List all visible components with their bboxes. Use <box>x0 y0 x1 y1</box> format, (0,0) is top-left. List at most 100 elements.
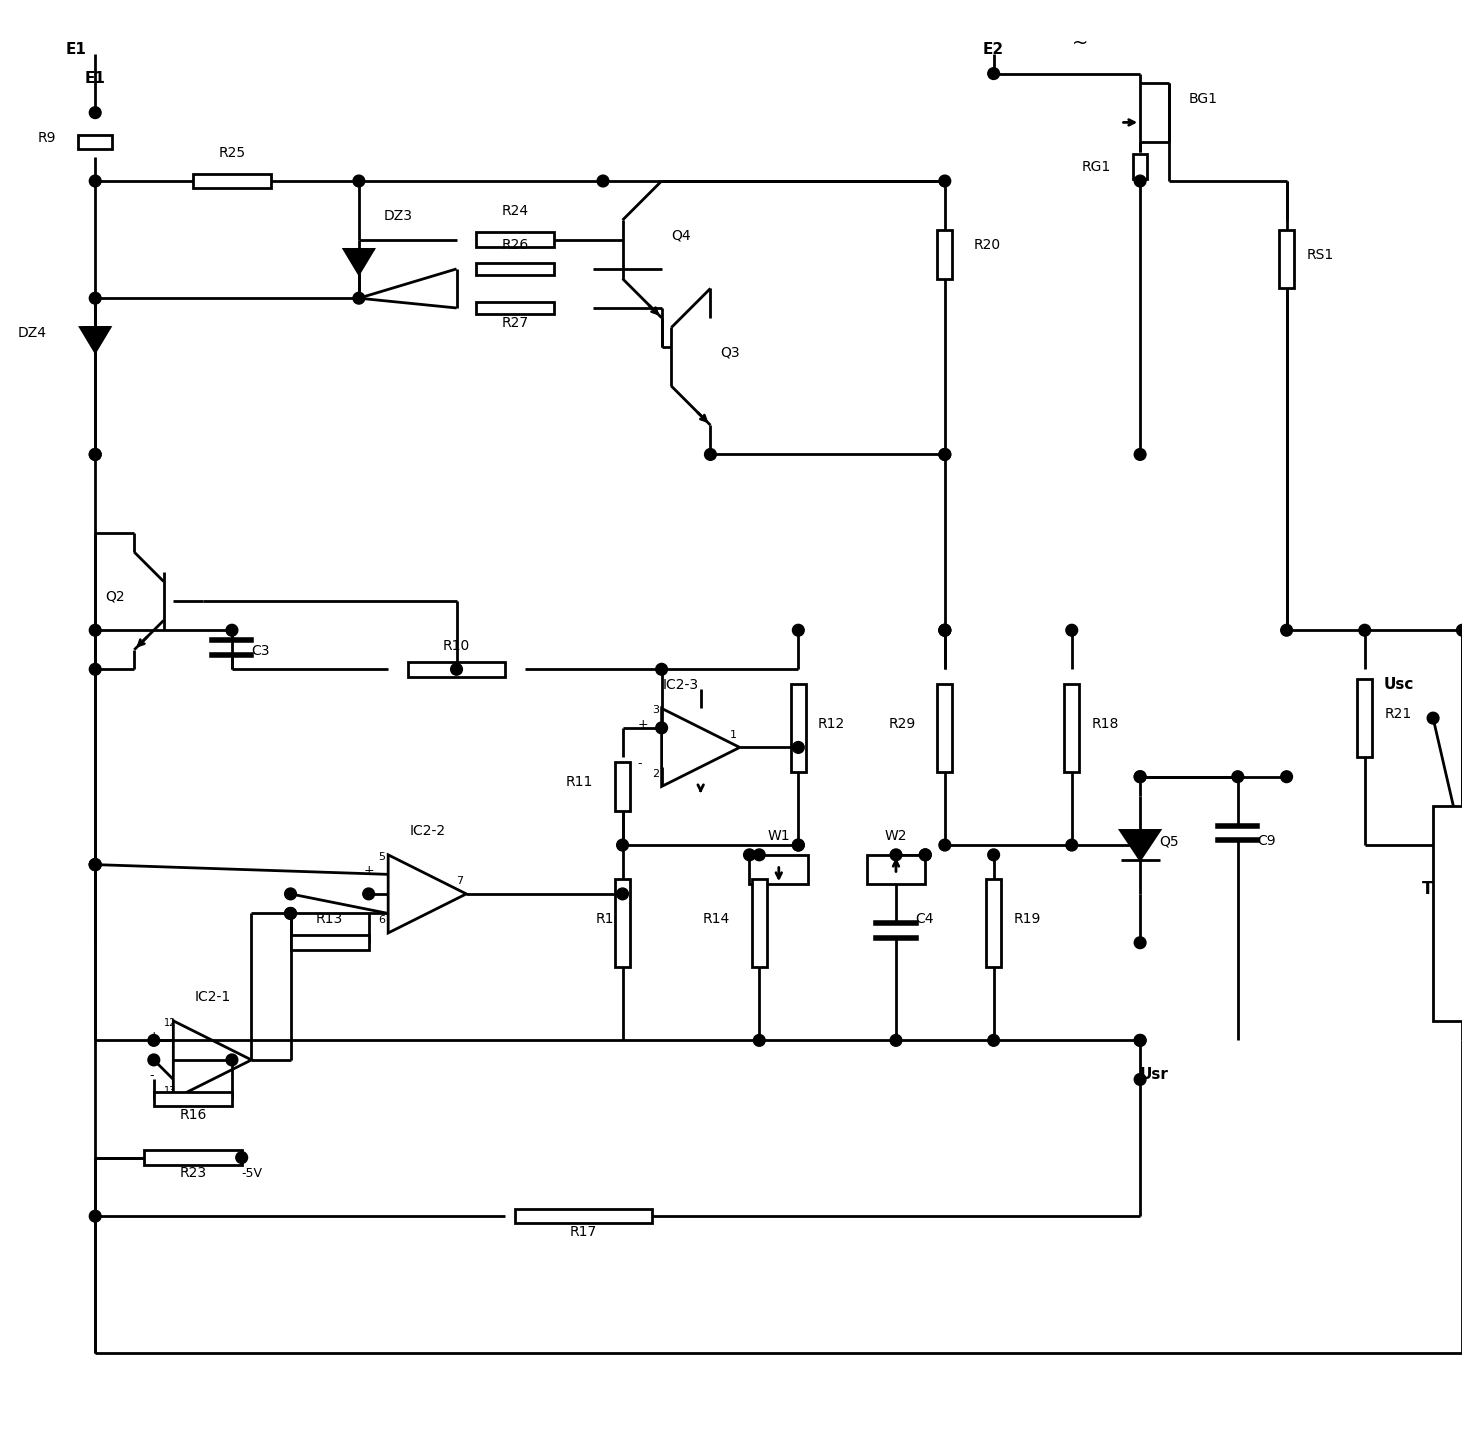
Circle shape <box>285 908 297 920</box>
Text: R16: R16 <box>179 1108 207 1122</box>
Text: RG1: RG1 <box>1082 161 1111 175</box>
Circle shape <box>792 839 804 850</box>
Circle shape <box>89 1210 101 1222</box>
Circle shape <box>285 888 297 899</box>
Circle shape <box>89 859 101 870</box>
Bar <box>615 879 630 967</box>
Circle shape <box>939 448 950 460</box>
Circle shape <box>939 175 950 187</box>
Circle shape <box>1134 1034 1145 1047</box>
Text: 2: 2 <box>652 769 659 779</box>
Polygon shape <box>344 249 374 273</box>
Text: E1: E1 <box>67 42 87 56</box>
Text: Q4: Q4 <box>671 228 692 243</box>
Text: C9: C9 <box>1258 834 1276 847</box>
Circle shape <box>743 849 755 860</box>
Bar <box>516 1209 652 1223</box>
Circle shape <box>1358 625 1370 636</box>
Circle shape <box>987 68 999 80</box>
Text: C4: C4 <box>915 912 934 927</box>
Text: -5V: -5V <box>242 1167 263 1180</box>
Text: R17: R17 <box>571 1225 597 1239</box>
Circle shape <box>1428 713 1440 724</box>
Text: C3: C3 <box>251 643 270 658</box>
Bar <box>937 230 952 279</box>
Circle shape <box>89 859 101 870</box>
Circle shape <box>89 107 101 119</box>
Text: R21: R21 <box>1385 707 1411 722</box>
Circle shape <box>353 292 365 304</box>
Bar <box>986 879 1001 967</box>
Text: W1: W1 <box>767 829 791 843</box>
Text: R10: R10 <box>443 639 470 652</box>
Text: W2: W2 <box>885 829 907 843</box>
Circle shape <box>792 625 804 636</box>
Bar <box>615 762 630 811</box>
Bar <box>192 174 270 188</box>
Text: R18: R18 <box>1091 717 1119 730</box>
Bar <box>1434 805 1478 1021</box>
Circle shape <box>1134 1034 1145 1047</box>
Circle shape <box>89 448 101 460</box>
Circle shape <box>792 742 804 753</box>
Polygon shape <box>81 327 109 351</box>
Text: R25: R25 <box>219 146 245 159</box>
Bar <box>791 684 806 772</box>
Circle shape <box>656 664 668 675</box>
Circle shape <box>1134 937 1145 949</box>
Bar <box>866 855 925 884</box>
Circle shape <box>1066 625 1077 636</box>
Circle shape <box>1134 448 1145 460</box>
Circle shape <box>616 888 628 899</box>
Text: R23: R23 <box>179 1165 207 1180</box>
Text: R13: R13 <box>316 912 343 927</box>
Circle shape <box>1281 625 1292 636</box>
Circle shape <box>939 448 950 460</box>
Text: R9: R9 <box>37 132 56 145</box>
Circle shape <box>1456 625 1468 636</box>
Circle shape <box>792 839 804 850</box>
Text: IC2-1: IC2-1 <box>194 991 231 1005</box>
Circle shape <box>1134 839 1145 850</box>
Circle shape <box>939 839 950 850</box>
Circle shape <box>987 1034 999 1047</box>
Bar <box>1280 230 1293 288</box>
Circle shape <box>89 625 101 636</box>
Text: R19: R19 <box>1012 912 1041 927</box>
Bar <box>291 936 368 950</box>
Circle shape <box>1134 175 1145 187</box>
Text: +: + <box>637 717 647 730</box>
Circle shape <box>705 448 717 460</box>
Text: ~: ~ <box>1072 35 1088 54</box>
Text: Usc: Usc <box>1383 677 1413 691</box>
Circle shape <box>226 625 238 636</box>
Circle shape <box>236 1151 247 1164</box>
Bar <box>1357 680 1372 758</box>
Polygon shape <box>1120 830 1160 860</box>
Bar <box>154 1092 232 1106</box>
Circle shape <box>362 888 374 899</box>
Circle shape <box>89 859 101 870</box>
Bar <box>752 879 767 967</box>
Bar <box>476 233 554 247</box>
Circle shape <box>656 722 668 733</box>
Text: DZ3: DZ3 <box>383 210 412 223</box>
Text: Usr: Usr <box>1140 1067 1169 1083</box>
Text: -: - <box>364 904 368 917</box>
Circle shape <box>226 1054 238 1066</box>
Circle shape <box>89 292 101 304</box>
Circle shape <box>285 908 297 920</box>
Circle shape <box>597 175 609 187</box>
Circle shape <box>890 849 902 860</box>
Text: 5: 5 <box>378 852 386 862</box>
Text: -: - <box>637 756 641 769</box>
Circle shape <box>754 849 766 860</box>
Circle shape <box>1281 771 1292 782</box>
Circle shape <box>754 1034 766 1047</box>
Circle shape <box>987 849 999 860</box>
Text: E1: E1 <box>84 71 105 87</box>
Text: BG1: BG1 <box>1188 93 1218 106</box>
Text: DZ4: DZ4 <box>18 327 46 340</box>
Text: +: + <box>364 865 374 878</box>
Circle shape <box>148 1054 160 1066</box>
